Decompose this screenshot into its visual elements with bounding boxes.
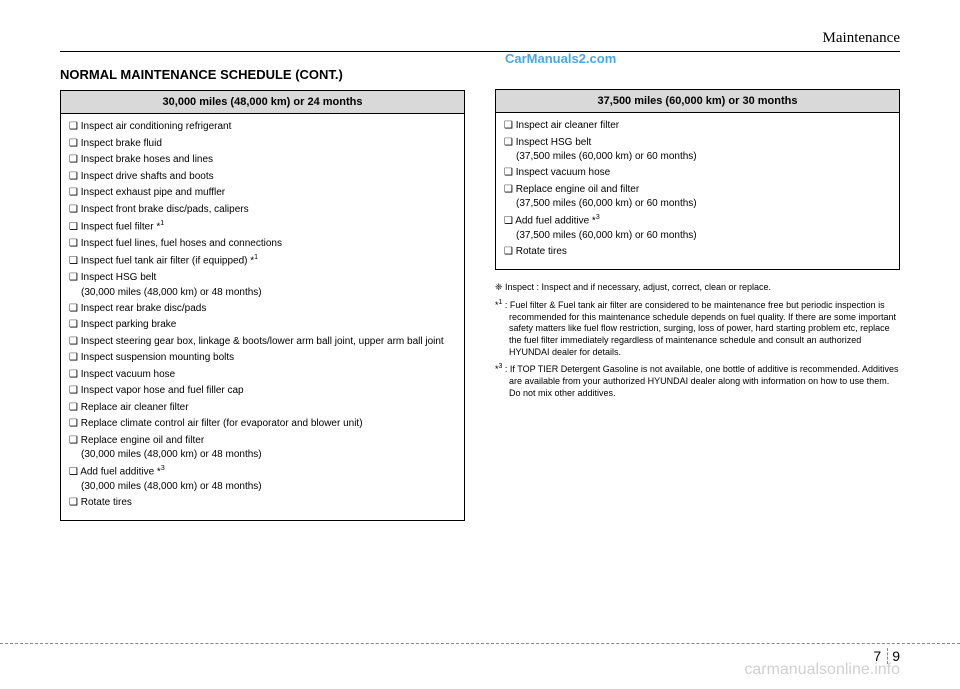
checklist-item: ❑ Inspect vacuum hose — [69, 368, 456, 382]
checklist-item: ❑ Add fuel additive *3 — [69, 464, 456, 479]
footer-divider — [0, 643, 960, 644]
box-body: ❑ Inspect air cleaner filter ❑ Inspect HS… — [496, 113, 899, 269]
checklist-item: ❑ Inspect air cleaner filter — [504, 119, 891, 133]
checklist-item: ❑ Rotate tires — [69, 496, 456, 510]
box-header: 37,500 miles (60,000 km) or 30 months — [496, 90, 899, 113]
checklist-item: ❑ Inspect HSG belt — [69, 271, 456, 285]
checklist-item: ❑ Inspect front brake disc/pads, caliper… — [69, 203, 456, 217]
watermark-bottom: carmanualsonline.info — [744, 661, 900, 679]
checklist-subtext: (37,500 miles (60,000 km) or 60 months) — [504, 229, 891, 242]
checklist-item: ❑ Inspect fuel tank air filter (if equip… — [69, 253, 456, 268]
checklist-item: ❑ Add fuel additive *3 — [504, 213, 891, 228]
checklist-subtext: (30,000 miles (48,000 km) or 48 months) — [69, 448, 456, 461]
checklist-item: ❑ Inspect suspension mounting bolts — [69, 351, 456, 365]
checklist-item: ❑ Inspect exhaust pipe and muffler — [69, 186, 456, 200]
footnote-item: *1 : Fuel filter & Fuel tank air filter … — [495, 298, 900, 358]
schedule-box-37500: 37,500 miles (60,000 km) or 30 months ❑ … — [495, 89, 900, 270]
checklist-subtext: (37,500 miles (60,000 km) or 60 months) — [504, 197, 891, 210]
right-column: 37,500 miles (60,000 km) or 30 months ❑ … — [495, 67, 900, 521]
footnotes: ❈ Inspect : Inspect and if necessary, ad… — [495, 282, 900, 399]
checklist-item: ❑ Inspect vapor hose and fuel filler cap — [69, 384, 456, 398]
checklist-item: ❑ Inspect brake hoses and lines — [69, 153, 456, 167]
checklist-item: ❑ Replace engine oil and filter — [504, 183, 891, 197]
checklist-item: ❑ Rotate tires — [504, 245, 891, 259]
page-header: Maintenance — [60, 30, 900, 52]
checklist-item: ❑ Inspect drive shafts and boots — [69, 170, 456, 184]
checklist-item: ❑ Inspect rear brake disc/pads — [69, 302, 456, 316]
footnote-item: *3 : If TOP TIER Detergent Gasoline is n… — [495, 362, 900, 399]
watermark-top: CarManuals2.com — [505, 51, 616, 66]
checklist-item: ❑ Inspect steering gear box, linkage & b… — [69, 335, 456, 349]
schedule-box-30000: 30,000 miles (48,000 km) or 24 months ❑ … — [60, 90, 465, 521]
checklist-item: ❑ Inspect HSG belt — [504, 136, 891, 150]
checklist-item: ❑ Inspect brake fluid — [69, 137, 456, 151]
checklist-item: ❑ Inspect fuel filter *1 — [69, 219, 456, 234]
checklist-subtext: (37,500 miles (60,000 km) or 60 months) — [504, 150, 891, 163]
checklist-item: ❑ Replace climate control air filter (fo… — [69, 417, 456, 431]
box-body: ❑ Inspect air conditioning refrigerant ❑ … — [61, 114, 464, 520]
checklist-item: ❑ Replace engine oil and filter — [69, 434, 456, 448]
checklist-subtext: (30,000 miles (48,000 km) or 48 months) — [69, 480, 456, 493]
checklist-subtext: (30,000 miles (48,000 km) or 48 months) — [69, 286, 456, 299]
schedule-title: NORMAL MAINTENANCE SCHEDULE (CONT.) — [60, 67, 465, 82]
checklist-item: ❑ Inspect vacuum hose — [504, 166, 891, 180]
checklist-item: ❑ Inspect parking brake — [69, 318, 456, 332]
box-header: 30,000 miles (48,000 km) or 24 months — [61, 91, 464, 114]
checklist-item: ❑ Replace air cleaner filter — [69, 401, 456, 415]
checklist-item: ❑ Inspect air conditioning refrigerant — [69, 120, 456, 134]
checklist-item: ❑ Inspect fuel lines, fuel hoses and con… — [69, 237, 456, 251]
left-column: NORMAL MAINTENANCE SCHEDULE (CONT.) 30,0… — [60, 67, 465, 521]
footnote-item: ❈ Inspect : Inspect and if necessary, ad… — [495, 282, 900, 294]
